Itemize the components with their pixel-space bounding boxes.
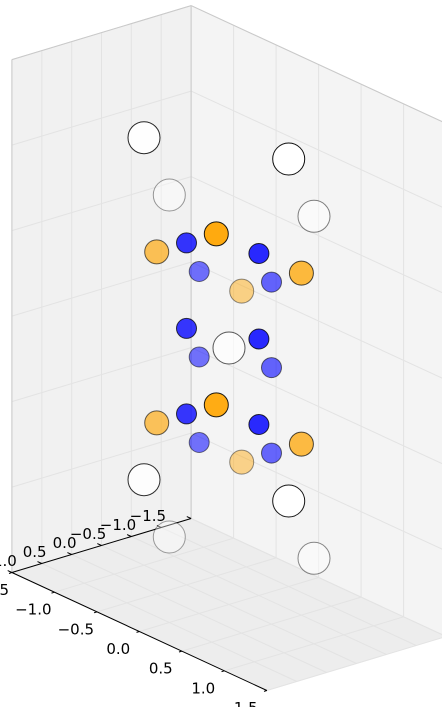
y-tick-mark — [126, 534, 132, 537]
scatter-point — [288, 260, 314, 286]
scatter-point — [176, 317, 197, 339]
scatter-point — [261, 442, 282, 464]
scatter-point — [144, 239, 170, 265]
y-tick-mark — [156, 525, 162, 528]
scatter-point — [248, 414, 270, 435]
scatter-point — [152, 178, 186, 212]
scatter-point — [248, 243, 270, 264]
grid-line-y-floor — [131, 536, 387, 655]
scatter-point — [127, 121, 161, 155]
data-points — [127, 121, 331, 575]
scatter-point — [127, 463, 161, 497]
grid-line-y-floor — [101, 545, 357, 664]
tick-labels: −1.5−1.0−0.50.00.51.01.5−1.5−1.0−0.50.00… — [0, 507, 258, 707]
grid-line-z-back — [190, 432, 442, 550]
x-tick-mark — [93, 611, 98, 614]
x-tick-label: −0.5 — [58, 620, 94, 638]
x-tick-label: −1.5 — [0, 581, 9, 599]
scatter-point — [261, 271, 282, 293]
pane-edge — [11, 5, 192, 61]
scatter-point — [248, 328, 270, 350]
x-tick-label: 1.5 — [234, 699, 258, 707]
x-tick-label: 1.0 — [191, 679, 215, 697]
y-tick-label: −1.0 — [100, 516, 136, 534]
grid-line-z-left — [11, 176, 192, 232]
grid-line-z-back — [190, 176, 442, 294]
x-tick-mark — [178, 650, 183, 653]
axis-lines — [7, 5, 442, 692]
y-tick-label: −1.5 — [130, 507, 166, 525]
scatter-point — [188, 261, 210, 282]
scatter-point — [203, 392, 229, 418]
y-tick-mark — [67, 552, 72, 555]
scatter-point — [229, 449, 255, 475]
x-tick-mark — [51, 591, 55, 594]
scatter-point — [261, 357, 282, 379]
scatter-point — [272, 484, 306, 518]
scatter-point — [144, 410, 170, 436]
x-tick-label: 0.5 — [149, 660, 173, 678]
grid-line-z-back — [190, 90, 442, 208]
scatter-point — [288, 431, 314, 457]
scatter-point — [176, 403, 197, 425]
scatter-point — [188, 346, 210, 368]
scatter-point — [212, 331, 246, 365]
x-tick-mark — [221, 670, 225, 673]
y-tick-mark — [37, 561, 43, 564]
y-tick-label: 1.0 — [0, 552, 17, 570]
pane-floor — [11, 518, 442, 691]
grid-line-z-left — [11, 432, 192, 488]
x-tick-mark — [263, 690, 268, 692]
y-tick-mark — [7, 570, 13, 573]
y-tick-label: 0.0 — [53, 534, 77, 552]
scatter-point — [188, 432, 210, 453]
pane-edge — [190, 5, 442, 123]
scatter-point — [203, 221, 229, 247]
grid-line-y-floor — [71, 554, 327, 673]
grid-line-z-left — [11, 90, 192, 146]
y-tick-label: −0.5 — [70, 525, 106, 543]
scatter-point — [229, 278, 255, 304]
grid-line-z-left — [11, 347, 192, 403]
grid-line-z-back — [190, 261, 442, 379]
grid-line-z-back — [190, 518, 442, 636]
x-tick-label: 0.0 — [106, 640, 130, 658]
grid-line-z-back — [190, 347, 442, 465]
y-tick-label: 0.5 — [23, 543, 47, 561]
x-tick-mark — [136, 631, 140, 633]
scatter-point — [272, 142, 306, 176]
y-tick-mark — [97, 543, 102, 546]
scatter-point — [176, 232, 197, 254]
y-tick-mark — [186, 516, 192, 519]
grid-line-y-floor — [41, 563, 298, 682]
scatter-point — [152, 520, 186, 554]
scatter-point — [297, 199, 331, 233]
scatter-point — [297, 541, 331, 575]
x-tick-label: −1.0 — [15, 601, 51, 619]
grid-line-z-left — [11, 261, 192, 317]
grid-line-y-floor — [160, 527, 417, 646]
